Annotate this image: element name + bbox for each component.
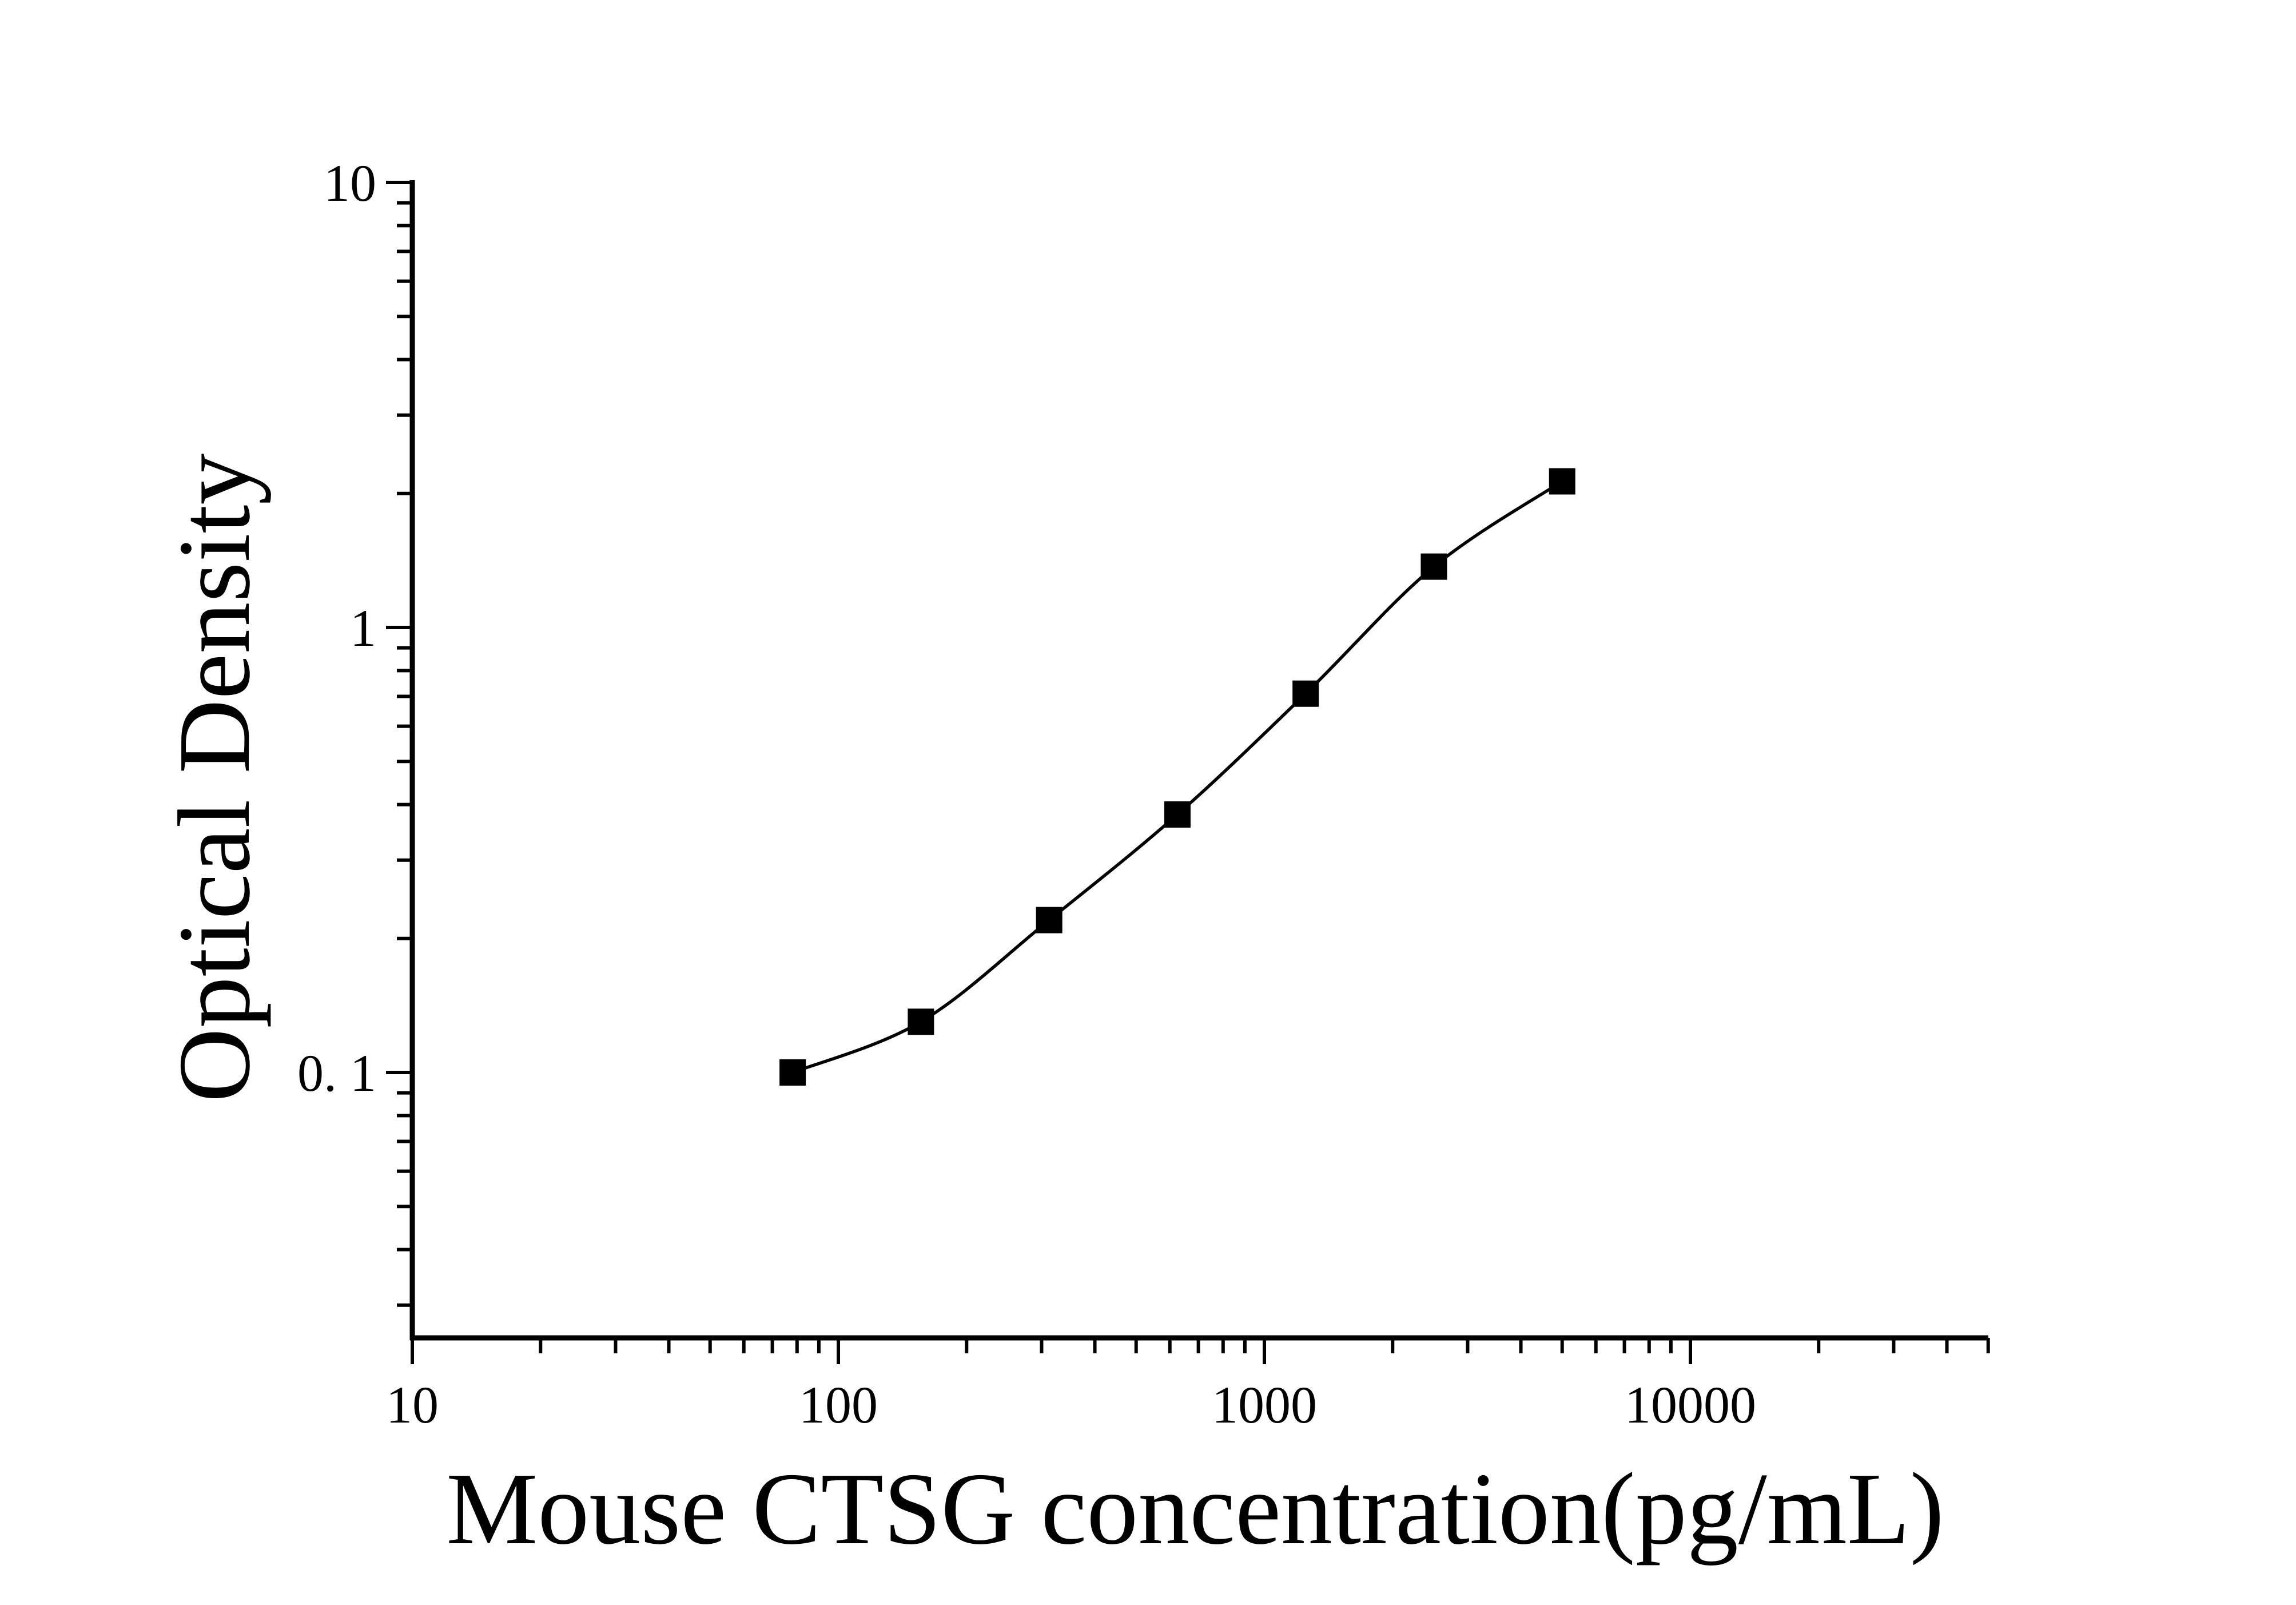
x-axis-tick-labels: 10 100 1000 10000 <box>386 1376 1756 1434</box>
y-tick-label: 0. 1 <box>297 1044 376 1102</box>
x-tick-label: 10000 <box>1625 1376 1756 1434</box>
data-point-markers <box>779 468 1575 1086</box>
data-point-marker <box>1164 801 1191 828</box>
y-tick-label: 10 <box>324 154 376 212</box>
y-tick-label: 1 <box>350 599 376 657</box>
data-point-marker <box>1549 468 1575 495</box>
y-axis-ticks <box>386 181 412 1307</box>
x-axis-ticks <box>411 1338 1990 1364</box>
x-tick-label: 10 <box>386 1376 439 1434</box>
data-point-marker <box>1036 907 1063 933</box>
x-tick-label: 1000 <box>1212 1376 1317 1434</box>
y-axis-title: Optical Density <box>157 454 271 1103</box>
x-tick-label: 100 <box>799 1376 878 1434</box>
y-axis-tick-labels: 10 1 0. 1 <box>297 154 376 1102</box>
x-axis-title: Mouse CTSG concentration(pg/mL) <box>446 1452 1944 1566</box>
data-point-marker <box>779 1059 806 1086</box>
data-point-marker <box>1292 680 1319 707</box>
data-point-marker <box>908 1008 934 1035</box>
data-point-marker <box>1420 553 1447 580</box>
